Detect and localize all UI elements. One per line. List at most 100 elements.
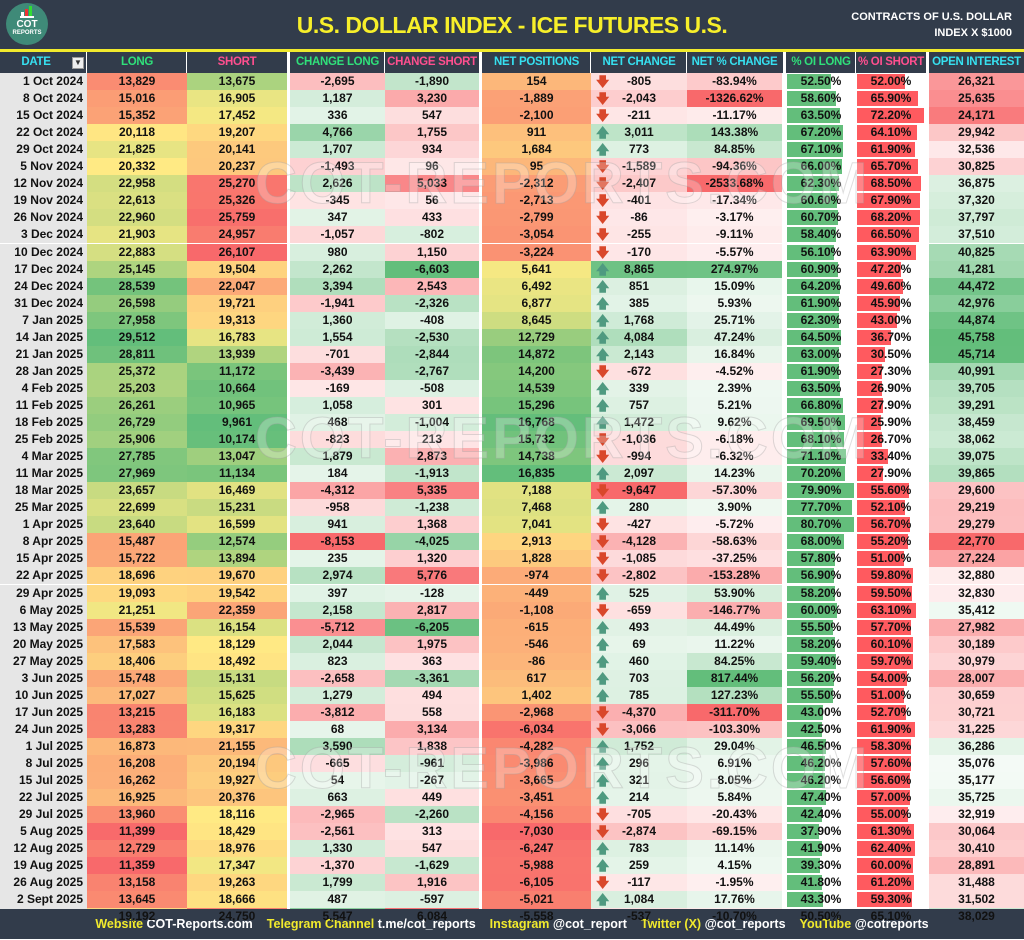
- cell-change-long: 1,799: [290, 874, 385, 892]
- footer-link-website[interactable]: Website COT-Reports.com: [95, 917, 252, 931]
- table-row: 8 Jul 2025 16,208 20,194 -665 -961 -3,986 🡅 296…: [0, 755, 1024, 773]
- oi-long-bar: [787, 227, 836, 243]
- cell-value: -5,988: [519, 858, 554, 873]
- cell-value: 11.14%: [714, 841, 755, 856]
- oi-long-bar: [787, 295, 839, 311]
- cell-oi-short-pct: 68.20%: [856, 209, 926, 226]
- column-header-oi-short-pct[interactable]: % OI SHORT: [857, 56, 924, 68]
- cell-value: 39,865: [958, 466, 995, 481]
- cell-net-positions: -5,988: [482, 857, 591, 875]
- cell-oi-long-pct: 46.20%: [786, 772, 856, 789]
- cell-change-long: 68: [290, 720, 385, 738]
- cell-value: 493: [628, 619, 650, 634]
- oi-short-bar: [857, 363, 883, 379]
- table-row: 27 May 2025 18,406 18,492 823 363 -86 🡅 460 84.2…: [0, 652, 1024, 670]
- cell-net-change: 🡇 -672: [591, 362, 687, 380]
- column-separator: [287, 52, 290, 909]
- cell-value: 213: [421, 432, 443, 447]
- cell-short: 20,237: [187, 158, 287, 176]
- cell-net-positions: 1,684: [482, 141, 591, 159]
- cell-value: 27.90%: [870, 397, 912, 412]
- column-header-long[interactable]: LONG: [120, 56, 154, 68]
- oi-short-bar: [857, 790, 911, 806]
- cell-value: -6,105: [519, 875, 554, 890]
- cell-value: 6.91%: [717, 756, 752, 770]
- footer-link-instagram[interactable]: Instagram @cot_report: [490, 917, 627, 931]
- column-header-change-long[interactable]: CHANGE LONG: [296, 56, 379, 68]
- cell-change-short: 1,916: [385, 874, 479, 892]
- oi-long-bar: [787, 790, 827, 806]
- column-header-oi-long-pct[interactable]: % OI LONG: [791, 56, 851, 68]
- filter-icon[interactable]: ▼: [72, 57, 84, 69]
- cell-change-short: -1,004: [385, 414, 479, 432]
- cell-open-interest: 27,224: [929, 550, 1024, 568]
- cell-value: 51.00%: [870, 551, 912, 566]
- column-header-net-pct-change[interactable]: NET % CHANGE: [691, 56, 778, 68]
- cell-change-short: 558: [385, 703, 479, 721]
- cell-value: 20,194: [218, 756, 256, 770]
- oi-short-bar: [857, 500, 906, 516]
- cell-net-positions: 8,645: [482, 311, 591, 329]
- cell-change-long: 2,158: [290, 601, 385, 619]
- cell-oi-long-pct: 67.20%: [786, 124, 856, 141]
- cell-net-pct-change: -6.18%: [687, 431, 782, 449]
- cell-value: -2,100: [519, 108, 554, 123]
- oi-short-bar: [857, 568, 913, 584]
- cell-value: -659: [626, 602, 652, 617]
- column-header-change-short[interactable]: CHANGE SHORT: [387, 56, 477, 68]
- oi-short-bar: [857, 278, 904, 294]
- cell-value: 25,203: [118, 380, 156, 395]
- cell-value: 25,759: [218, 210, 256, 225]
- cell-change-short: 56: [385, 192, 479, 210]
- table-row: 1 Apr 2025 23,640 16,599 941 1,368 7,041 🡇 -427…: [0, 516, 1024, 534]
- cell-open-interest: 35,412: [929, 601, 1024, 619]
- cell-long: 16,925: [87, 789, 187, 807]
- cell-value: -94.36%: [712, 159, 757, 174]
- cell-long: 25,203: [87, 379, 187, 397]
- cell-net-positions: 2,913: [482, 533, 591, 551]
- footer-link-telegram-channel[interactable]: Telegram Channel t.me/cot_reports: [267, 917, 476, 931]
- cell-open-interest: 30,659: [929, 686, 1024, 704]
- footer-value: @cot_report: [552, 917, 627, 931]
- cell-short: 10,174: [187, 431, 287, 449]
- column-header-date[interactable]: DATE: [21, 56, 51, 68]
- cell-value: 13,675: [218, 74, 256, 88]
- cell-value: 35,412: [958, 602, 995, 617]
- cell-change-long: -3,812: [290, 703, 385, 721]
- cell-value: 25,145: [118, 261, 156, 276]
- cell-value: 980: [327, 244, 348, 259]
- column-header-net-change[interactable]: NET CHANGE: [602, 56, 676, 68]
- arrow-down-icon: 🡇: [596, 363, 610, 379]
- footer-link-youtube[interactable]: YouTube @cotreports: [800, 917, 929, 931]
- units-line-1: CONTRACTS OF U.S. DOLLAR: [851, 11, 1012, 23]
- cell-change-long: -665: [290, 755, 385, 773]
- table-row: 19 Aug 2025 11,359 17,347 -1,370 -1,629 -5,98…: [0, 857, 1024, 875]
- footer-label: Telegram Channel: [266, 917, 378, 931]
- cell-change-long: -1,057: [290, 226, 385, 244]
- footer-link-twitter-x-[interactable]: Twitter (X) @cot_reports: [641, 917, 786, 931]
- cell-value: -1,004: [414, 415, 450, 429]
- cell-value: 39,075: [958, 449, 995, 464]
- cell-long: 18,696: [87, 567, 187, 585]
- column-header-net-positions[interactable]: NET POSITIONS: [494, 56, 579, 68]
- cell-value: -4,128: [621, 534, 657, 549]
- cell-value: 58.20%: [800, 585, 842, 600]
- cell-value: 16,469: [218, 483, 256, 498]
- oi-long-bar: [787, 602, 837, 618]
- cell-change-long: 1,187: [290, 90, 385, 108]
- cell-long: 29,512: [87, 328, 187, 346]
- cell-date: 5 Nov 2024: [0, 158, 87, 176]
- cell-value: 56: [425, 193, 439, 208]
- cell-oi-long-pct: 47.40%: [786, 789, 856, 806]
- cell-net-positions: 1,402: [482, 686, 591, 704]
- cell-net-positions: 154: [482, 73, 591, 91]
- arrow-up-icon: 🡅: [596, 125, 610, 141]
- column-header-short[interactable]: SHORT: [217, 56, 257, 68]
- cell-value: 68.20%: [870, 210, 912, 225]
- cell-open-interest: 35,725: [929, 789, 1024, 807]
- cell-oi-short-pct: 45.90%: [856, 295, 926, 312]
- cell-net-pct-change: 2.39%: [687, 379, 782, 397]
- cell-oi-short-pct: 59.80%: [856, 567, 926, 584]
- column-header-open-interest[interactable]: OPEN INTEREST: [932, 56, 1021, 68]
- logo-text: COT: [16, 19, 38, 30]
